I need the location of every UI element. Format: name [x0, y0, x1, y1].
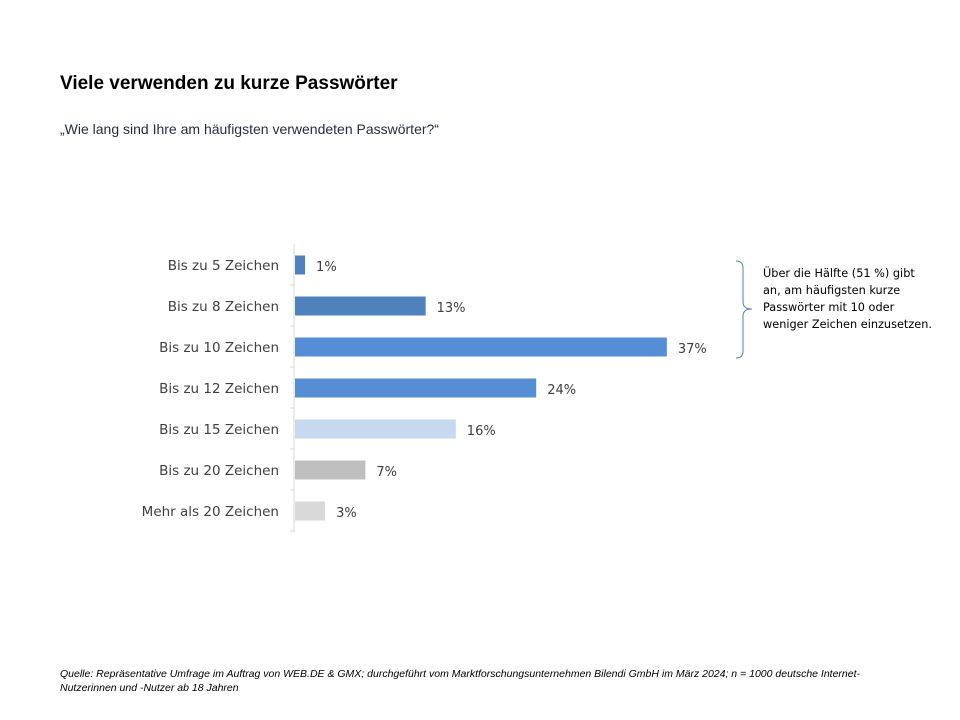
bar [295, 501, 326, 521]
category-label: Bis zu 8 Zeichen [168, 299, 279, 315]
bar [295, 460, 366, 480]
bar [295, 296, 426, 316]
category-label: Bis zu 10 Zeichen [159, 340, 279, 356]
data-label: 13% [437, 301, 466, 316]
annotation-text: Über die Hälfte (51 %) gibt an, am häufi… [763, 267, 932, 331]
bracket [735, 260, 753, 359]
category-label: Mehr als 20 Zeichen [142, 504, 279, 520]
data-label: 7% [376, 465, 397, 480]
data-label: 3% [336, 506, 357, 521]
category-label: Bis zu 15 Zeichen [159, 422, 279, 438]
data-label: 16% [467, 424, 496, 439]
bar [295, 255, 306, 275]
category-label: Bis zu 5 Zeichen [168, 258, 279, 274]
bar [295, 378, 537, 398]
category-label: Bis zu 12 Zeichen [159, 381, 279, 397]
page-title: Viele verwenden zu kurze Passwörter [60, 73, 398, 94]
chart-subtitle: „Wie lang sind Ihre am häufigsten verwen… [60, 121, 439, 137]
bar [295, 337, 667, 357]
data-label: 37% [678, 342, 707, 357]
data-label: 24% [547, 383, 576, 398]
category-label: Bis zu 20 Zeichen [159, 463, 279, 479]
source-note: Quelle: Repräsentative Umfrage im Auftra… [60, 668, 861, 694]
bar [295, 419, 456, 439]
data-label: 1% [316, 260, 337, 275]
